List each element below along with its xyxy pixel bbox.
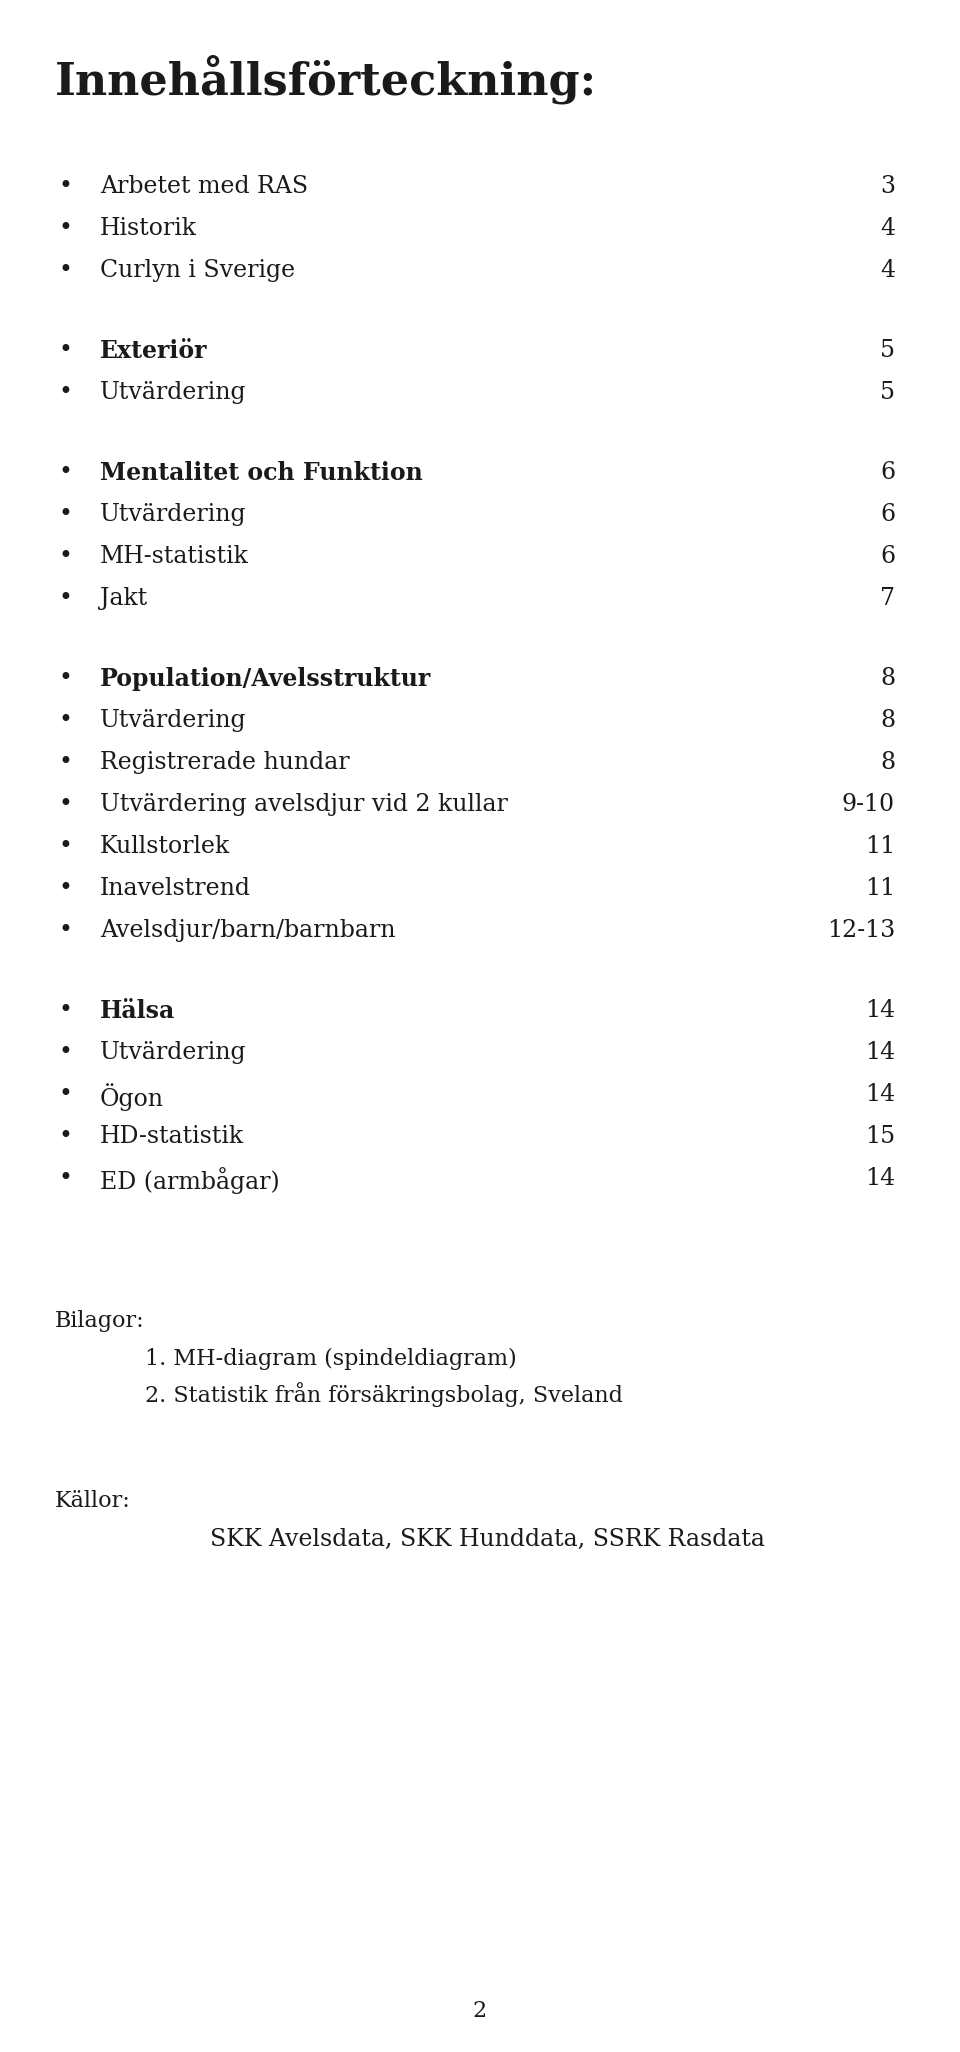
Text: 6: 6 bbox=[880, 546, 895, 568]
Text: 5: 5 bbox=[880, 339, 895, 361]
Text: 4: 4 bbox=[880, 259, 895, 281]
Text: 4: 4 bbox=[880, 218, 895, 240]
Text: 14: 14 bbox=[865, 1040, 895, 1065]
Text: Utvärdering: Utvärdering bbox=[100, 382, 247, 404]
Text: Curlyn i Sverige: Curlyn i Sverige bbox=[100, 259, 295, 281]
Text: Hälsa: Hälsa bbox=[100, 999, 176, 1024]
Text: 7: 7 bbox=[880, 587, 895, 609]
Text: 11: 11 bbox=[865, 876, 895, 901]
Text: •: • bbox=[58, 835, 72, 858]
Text: 11: 11 bbox=[865, 835, 895, 858]
Text: Innehållsförteckning:: Innehållsförteckning: bbox=[55, 55, 597, 105]
Text: Bilagor:: Bilagor: bbox=[55, 1309, 145, 1332]
Text: •: • bbox=[58, 1040, 72, 1065]
Text: •: • bbox=[58, 1083, 72, 1106]
Text: Population/Avelsstruktur: Population/Avelsstruktur bbox=[100, 667, 431, 692]
Text: •: • bbox=[58, 999, 72, 1022]
Text: •: • bbox=[58, 1124, 72, 1147]
Text: •: • bbox=[58, 751, 72, 774]
Text: Registrerade hundar: Registrerade hundar bbox=[100, 751, 349, 774]
Text: •: • bbox=[58, 174, 72, 197]
Text: •: • bbox=[58, 919, 72, 942]
Text: •: • bbox=[58, 382, 72, 404]
Text: •: • bbox=[58, 667, 72, 689]
Text: Arbetet med RAS: Arbetet med RAS bbox=[100, 174, 308, 197]
Text: •: • bbox=[58, 792, 72, 817]
Text: 9-10: 9-10 bbox=[842, 792, 895, 817]
Text: HD-statistik: HD-statistik bbox=[100, 1124, 244, 1147]
Text: Utvärdering avelsdjur vid 2 kullar: Utvärdering avelsdjur vid 2 kullar bbox=[100, 792, 508, 817]
Text: Exteriör: Exteriör bbox=[100, 339, 207, 363]
Text: Mentalitet och Funktion: Mentalitet och Funktion bbox=[100, 462, 422, 484]
Text: 8: 8 bbox=[880, 710, 895, 733]
Text: 6: 6 bbox=[880, 462, 895, 484]
Text: •: • bbox=[58, 218, 72, 240]
Text: Utvärdering: Utvärdering bbox=[100, 1040, 247, 1065]
Text: 14: 14 bbox=[865, 1083, 895, 1106]
Text: •: • bbox=[58, 259, 72, 281]
Text: •: • bbox=[58, 339, 72, 361]
Text: Ögon: Ögon bbox=[100, 1083, 164, 1110]
Text: MH-statistik: MH-statistik bbox=[100, 546, 249, 568]
Text: Inavelstrend: Inavelstrend bbox=[100, 876, 251, 901]
Text: SKK Avelsdata, SKK Hunddata, SSRK Rasdata: SKK Avelsdata, SKK Hunddata, SSRK Rasdat… bbox=[210, 1529, 765, 1551]
Text: 2: 2 bbox=[473, 2001, 487, 2021]
Text: 12-13: 12-13 bbox=[827, 919, 895, 942]
Text: 6: 6 bbox=[880, 503, 895, 525]
Text: ED (armbågar): ED (armbågar) bbox=[100, 1168, 279, 1194]
Text: Avelsdjur/barn/barnbarn: Avelsdjur/barn/barnbarn bbox=[100, 919, 396, 942]
Text: 1. MH-diagram (spindeldiagram): 1. MH-diagram (spindeldiagram) bbox=[145, 1348, 516, 1371]
Text: Kullstorlek: Kullstorlek bbox=[100, 835, 230, 858]
Text: •: • bbox=[58, 1168, 72, 1190]
Text: Jakt: Jakt bbox=[100, 587, 147, 609]
Text: Källor:: Källor: bbox=[55, 1490, 131, 1512]
Text: •: • bbox=[58, 503, 72, 525]
Text: •: • bbox=[58, 876, 72, 901]
Text: 15: 15 bbox=[865, 1124, 895, 1147]
Text: 8: 8 bbox=[880, 751, 895, 774]
Text: 14: 14 bbox=[865, 999, 895, 1022]
Text: 2. Statistik från försäkringsbolag, Sveland: 2. Statistik från försäkringsbolag, Svel… bbox=[145, 1381, 623, 1408]
Text: •: • bbox=[58, 462, 72, 484]
Text: Historik: Historik bbox=[100, 218, 197, 240]
Text: 8: 8 bbox=[880, 667, 895, 689]
Text: 14: 14 bbox=[865, 1168, 895, 1190]
Text: Utvärdering: Utvärdering bbox=[100, 710, 247, 733]
Text: 5: 5 bbox=[880, 382, 895, 404]
Text: •: • bbox=[58, 587, 72, 609]
Text: 3: 3 bbox=[880, 174, 895, 197]
Text: Utvärdering: Utvärdering bbox=[100, 503, 247, 525]
Text: •: • bbox=[58, 546, 72, 568]
Text: •: • bbox=[58, 710, 72, 733]
